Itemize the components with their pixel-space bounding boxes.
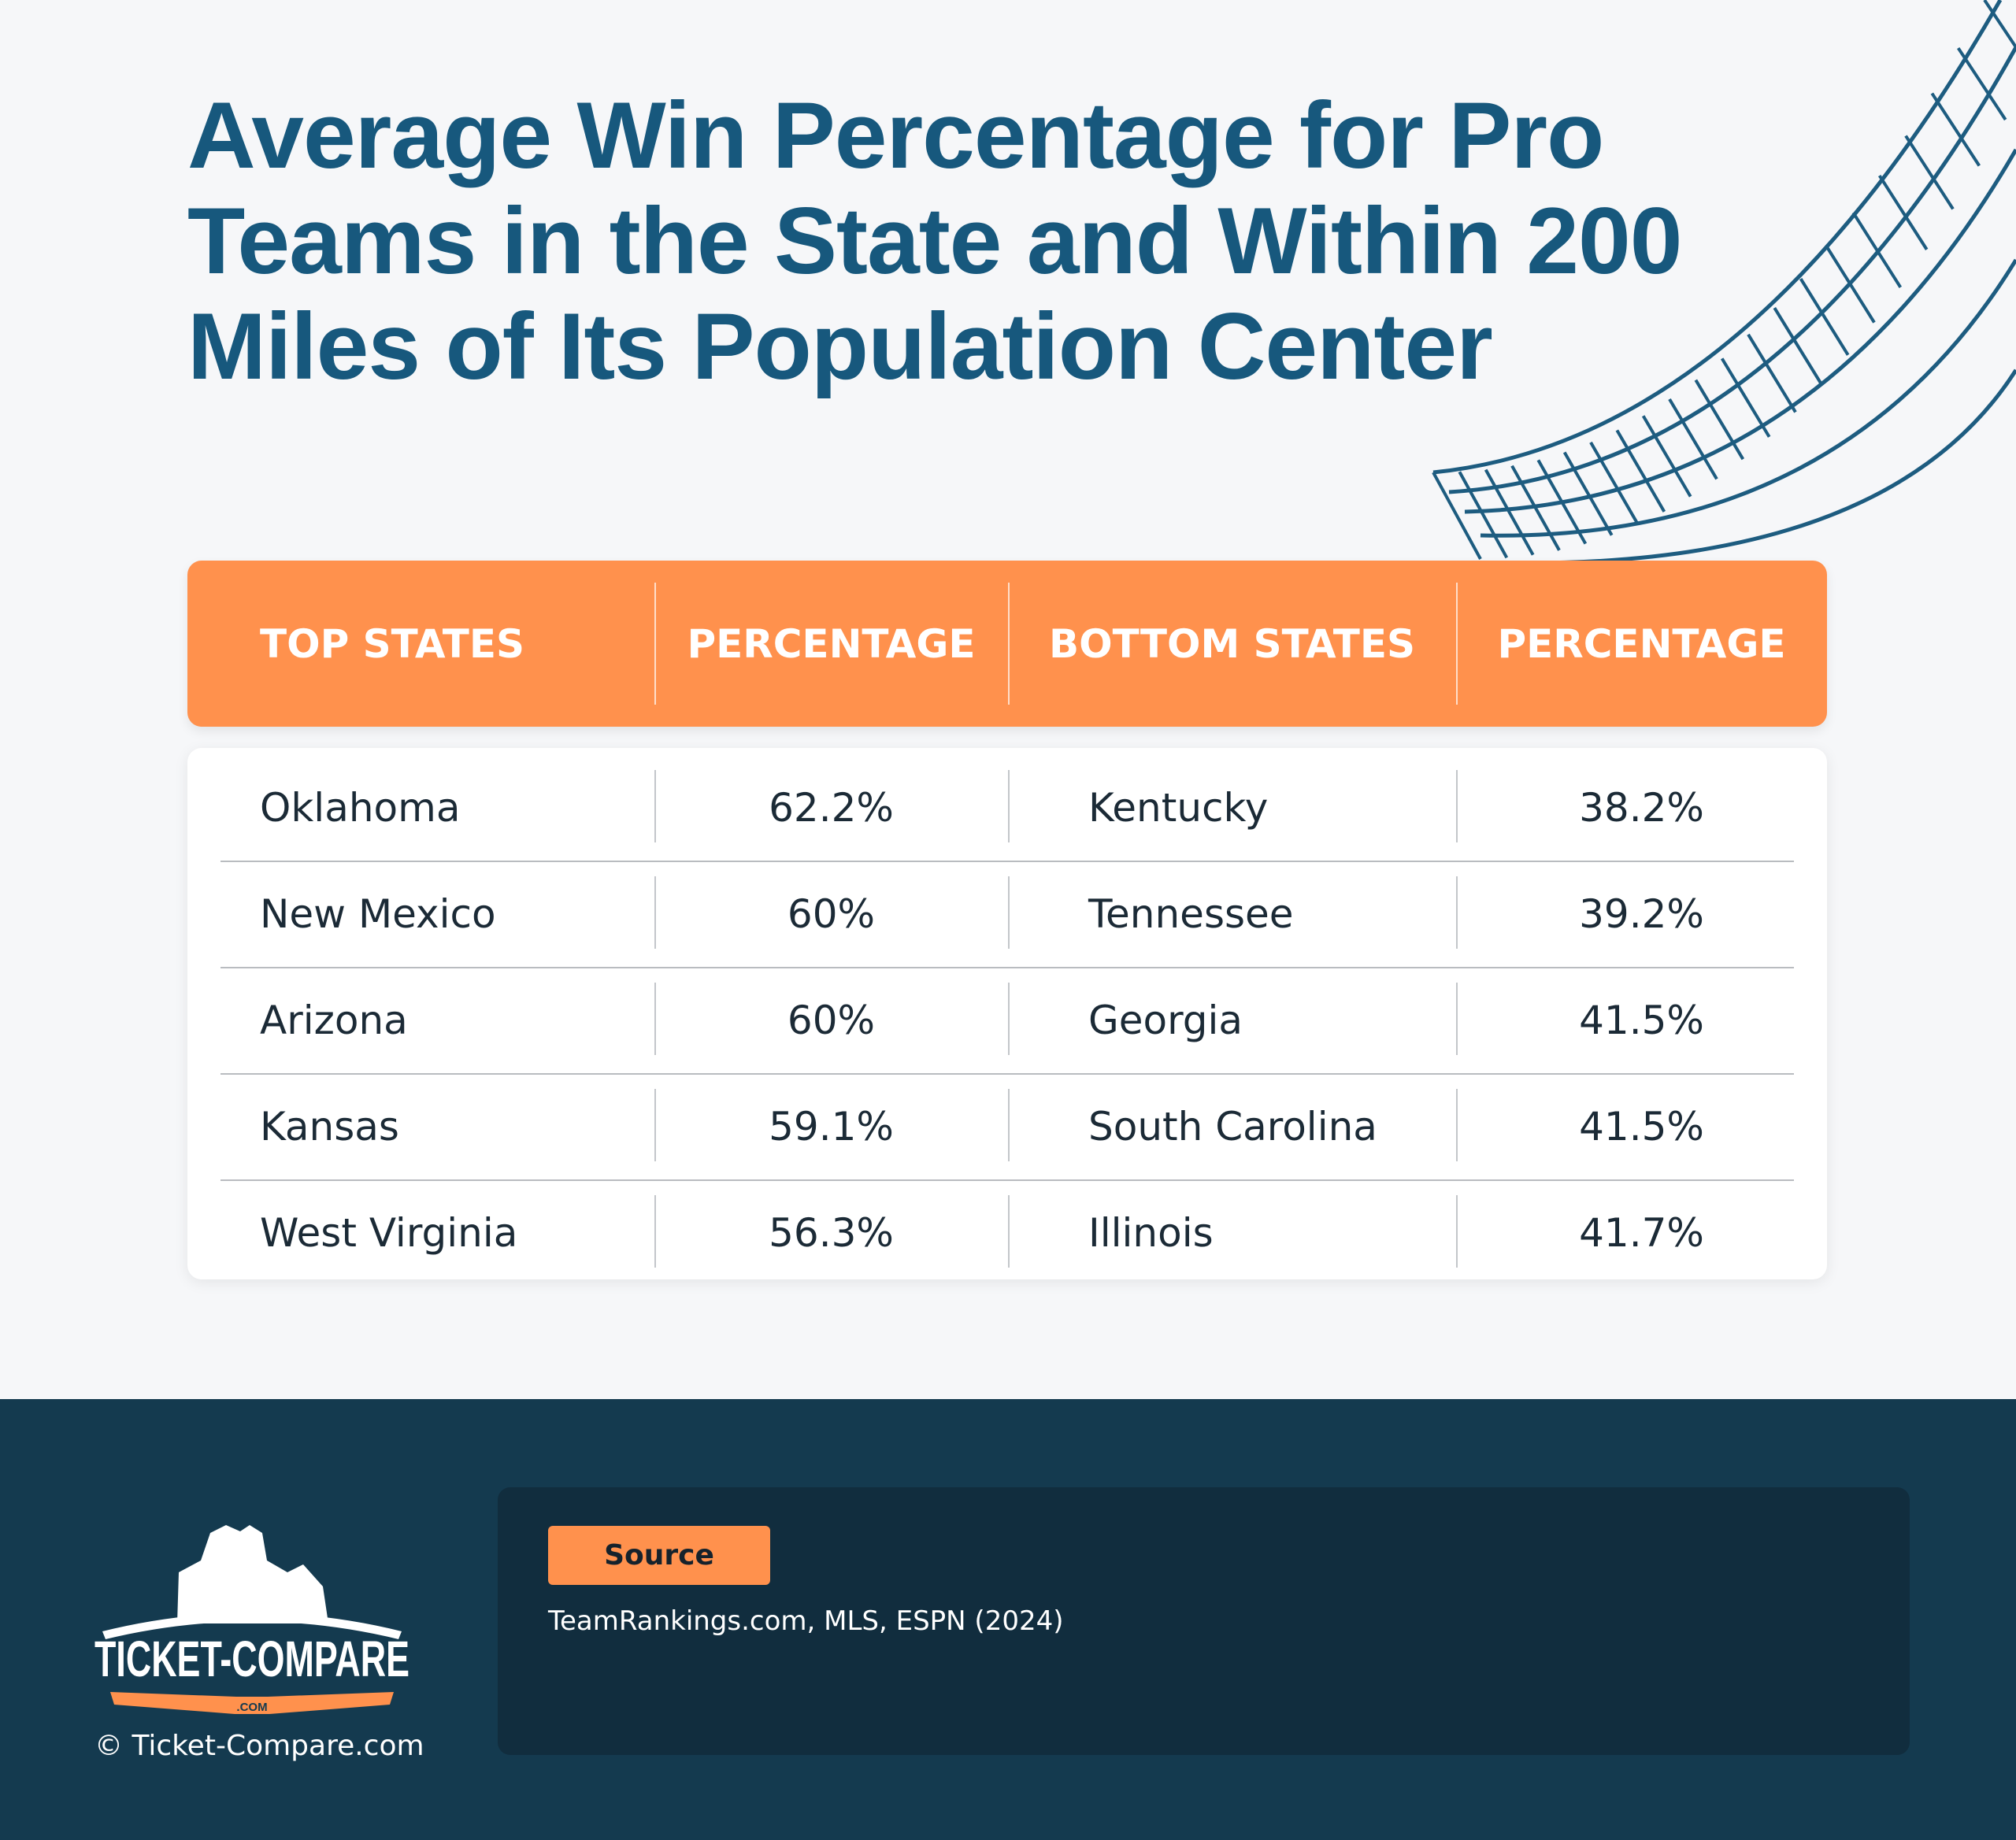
top-state: Arizona	[260, 997, 408, 1043]
top-state: Oklahoma	[260, 784, 461, 831]
stadium-strut	[1589, 441, 1640, 526]
stadium-strut	[1668, 398, 1718, 480]
divider	[1456, 1195, 1458, 1268]
divider	[1008, 1089, 1010, 1161]
bottom-state: Illinois	[1088, 1209, 1214, 1256]
table-row: Oklahoma 62.2% Kentucky 38.2%	[220, 754, 1794, 862]
footer: TICKET-COMPARE .COM © Ticket-Compare.com…	[0, 1399, 2016, 1840]
stadium-strut	[1641, 415, 1692, 498]
bottom-percentage: 41.5%	[1579, 997, 1704, 1043]
bottom-state: Kentucky	[1088, 784, 1269, 831]
top-state: New Mexico	[260, 890, 496, 937]
bottom-percentage: 39.2%	[1579, 890, 1704, 937]
top-percentage: 60%	[787, 890, 876, 937]
stadium-strut	[1720, 357, 1771, 438]
copyright: © Ticket-Compare.com	[94, 1730, 424, 1762]
ticket-compare-logo: TICKET-COMPARE .COM	[94, 1525, 410, 1714]
divider	[1456, 770, 1458, 842]
header-percentage: PERCENTAGE	[1497, 620, 1786, 667]
divider	[1008, 1195, 1010, 1268]
divider	[1456, 983, 1458, 1055]
stadium-strut	[1432, 472, 1482, 560]
stadium-strut	[1851, 212, 1903, 288]
stadium-strut	[1458, 471, 1509, 559]
bottom-percentage: 41.7%	[1579, 1209, 1704, 1256]
bottom-percentage: 41.5%	[1579, 1103, 1704, 1150]
divider	[1456, 1089, 1458, 1161]
divider	[654, 983, 656, 1055]
stadium-illustration	[1432, 0, 2016, 565]
stadium-strut	[1536, 459, 1588, 545]
stadium-strut	[1747, 333, 1797, 413]
stadium-strut	[1773, 307, 1824, 386]
stadium-strut	[1799, 278, 1850, 356]
table-row: West Virginia 56.3% Illinois 41.7%	[220, 1179, 1794, 1286]
stadium-strut	[1983, 0, 2016, 50]
bottom-state: Tennessee	[1088, 890, 1294, 937]
source-card: Source TeamRankings.com, MLS, ESPN (2024…	[498, 1487, 1910, 1755]
stadium-strut	[1825, 246, 1876, 324]
divider	[1008, 876, 1010, 949]
stadium-strut	[1930, 92, 1981, 167]
top-percentage: 56.3%	[769, 1209, 894, 1256]
divider	[654, 770, 656, 842]
divider	[1456, 876, 1458, 949]
header-bottom-states: BOTTOM STATES	[1049, 620, 1415, 667]
divider	[654, 1195, 656, 1268]
source-text: TeamRankings.com, MLS, ESPN (2024)	[548, 1605, 1064, 1637]
bottom-percentage: 38.2%	[1579, 784, 1704, 831]
top-state: Kansas	[260, 1103, 399, 1150]
top-state: West Virginia	[260, 1209, 518, 1256]
bottom-state: South Carolina	[1088, 1103, 1377, 1150]
svg-text:TICKET-COMPARE: TICKET-COMPARE	[94, 1631, 410, 1687]
top-percentage: 60%	[787, 997, 876, 1043]
table-row: Arizona 60% Georgia 41.5%	[220, 967, 1794, 1075]
divider	[654, 876, 656, 949]
top-percentage: 62.2%	[769, 784, 894, 831]
table-row: New Mexico 60% Tennessee 39.2%	[220, 861, 1794, 968]
divider	[1456, 583, 1458, 705]
divider	[1008, 770, 1010, 842]
stadium-strut	[1510, 465, 1561, 551]
top-percentage: 59.1%	[769, 1103, 894, 1150]
svg-text:.COM: .COM	[236, 1701, 267, 1714]
divider	[1008, 983, 1010, 1055]
divider	[654, 1089, 656, 1161]
divider	[1008, 583, 1010, 705]
stadium-strut	[1904, 135, 1955, 210]
stadium-strut	[1956, 46, 2007, 121]
stadium-strut	[1484, 468, 1535, 556]
stadium-strut	[1562, 451, 1614, 536]
divider	[654, 583, 656, 705]
stadium-strut	[1694, 379, 1745, 461]
page-title: Average Win Percentage for Pro Teams in …	[187, 83, 1682, 399]
source-label: Source	[548, 1526, 770, 1585]
table-header: TOP STATES PERCENTAGE BOTTOM STATES PERC…	[187, 561, 1827, 727]
header-top-states: TOP STATES	[260, 620, 524, 667]
table-body: Oklahoma 62.2% Kentucky 38.2% New Mexico 60% T…	[187, 748, 1827, 1279]
bottom-state: Georgia	[1088, 997, 1243, 1043]
stadium-strut	[1615, 429, 1666, 513]
table-row: Kansas 59.1% South Carolina 41.5%	[220, 1073, 1794, 1181]
stadium-strut	[1877, 174, 1929, 250]
header-percentage: PERCENTAGE	[687, 620, 976, 667]
